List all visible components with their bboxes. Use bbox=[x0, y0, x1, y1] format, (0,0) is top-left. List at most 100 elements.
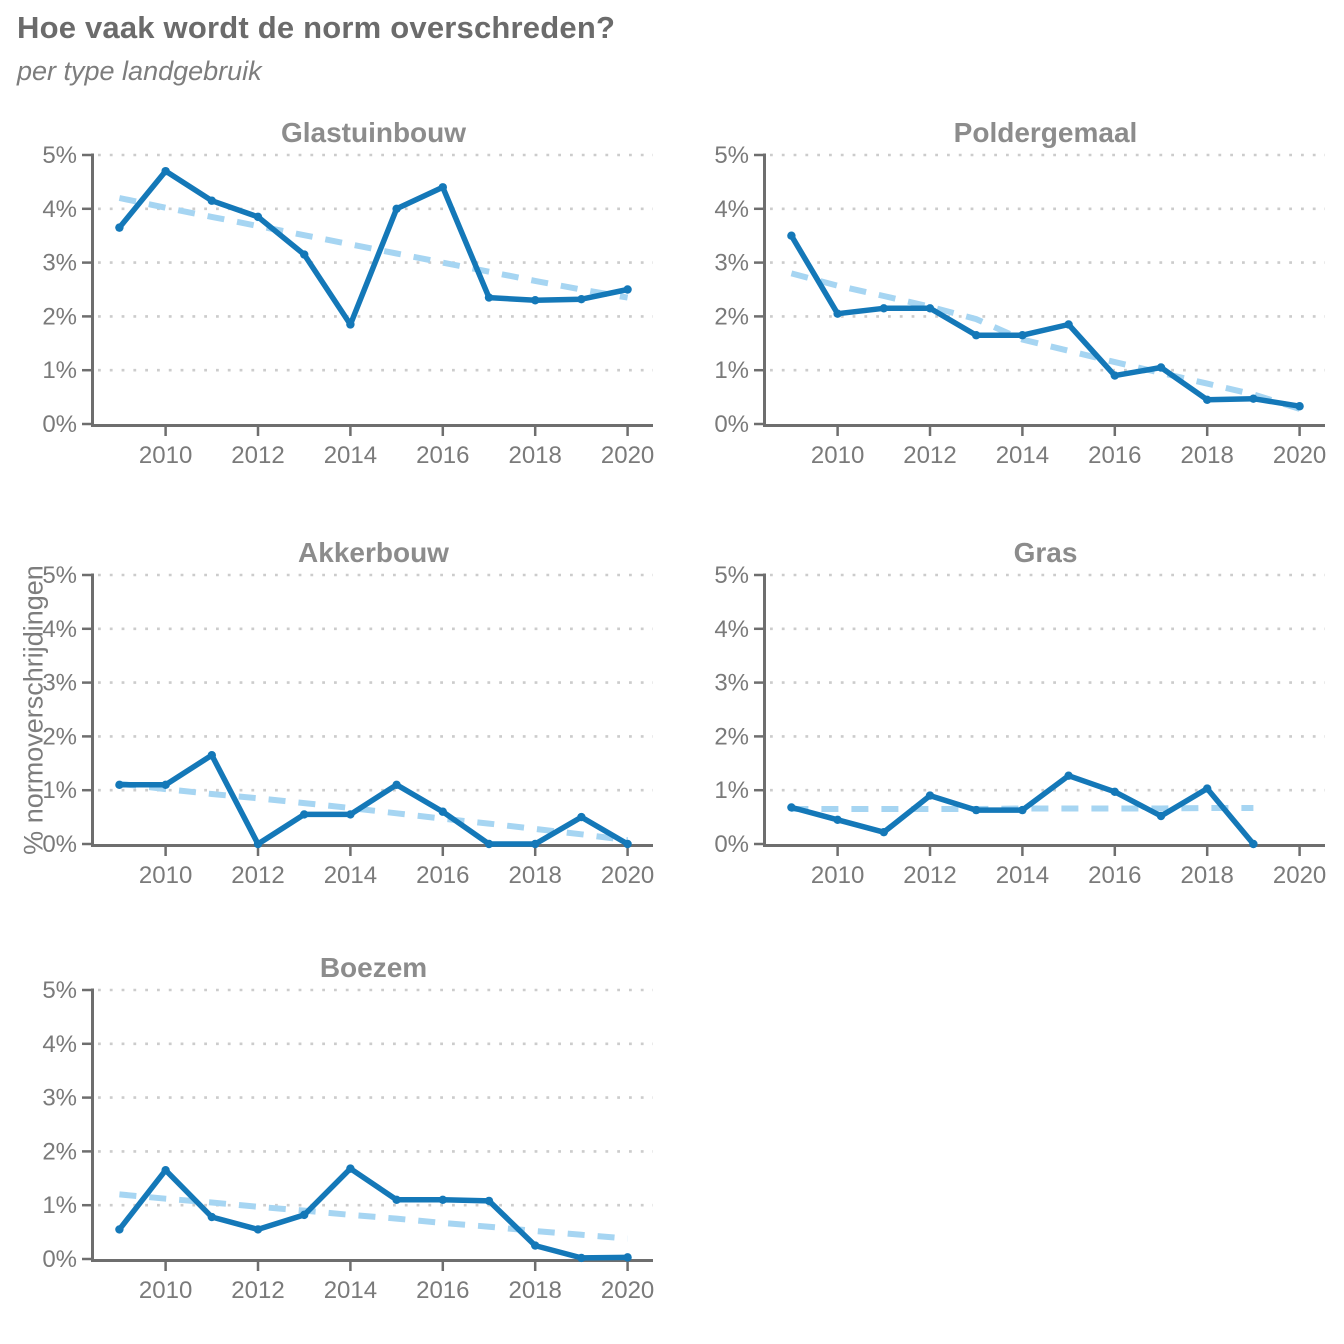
y-tick-label: 5% bbox=[42, 562, 77, 589]
panel-plot: 0% 1% 2% 3% 4% 5% 2010 2012 2014 2016 2018 2020 bbox=[42, 977, 654, 1304]
data-points bbox=[115, 751, 632, 849]
x-tick-label: 2018 bbox=[1180, 862, 1233, 889]
data-line bbox=[116, 752, 631, 847]
x-tick-label: 2018 bbox=[508, 862, 561, 889]
gridlines bbox=[98, 153, 653, 372]
y-tick-label: 3% bbox=[714, 670, 749, 697]
x-tick-label: 2018 bbox=[1180, 442, 1233, 469]
data-line bbox=[116, 168, 631, 328]
y-tick-label: 0% bbox=[42, 411, 77, 438]
x-tick-label: 2020 bbox=[1273, 862, 1326, 889]
panel-title: Gras bbox=[1013, 537, 1078, 568]
panel-plot: 0% 1% 2% 3% 4% 5% 2010 2012 2014 2016 2018 2020 bbox=[714, 142, 1326, 469]
panel-title: Akkerbouw bbox=[298, 537, 449, 568]
y-tick-label: 4% bbox=[42, 616, 77, 643]
x-tick-label: 2010 bbox=[811, 862, 864, 889]
trend-line bbox=[119, 780, 628, 844]
chart-panel-poldergemaal: Poldergemaal 0% 1% 2% 3% 4% 5% 2010 2012 2014 201… bbox=[672, 95, 1344, 495]
y-tick-label: 0% bbox=[42, 831, 77, 858]
panel-plot: 0% 1% 2% 3% 4% 5% 2010 2012 2014 2016 2018 2020 bbox=[42, 142, 654, 469]
chart-panel-glastuinbouw: Glastuinbouw 0% 1% 2% 3% 4% 5% 2010 2012 2014 201… bbox=[0, 95, 672, 495]
x-tick-label: 2016 bbox=[1088, 862, 1141, 889]
x-tick-label: 2012 bbox=[231, 862, 284, 889]
axes: 0% 1% 2% 3% 4% 5% 2010 2012 2014 2016 2018 2020 bbox=[42, 977, 654, 1304]
x-tick-label: 2012 bbox=[231, 442, 284, 469]
x-tick-label: 2014 bbox=[324, 1277, 377, 1304]
x-tick-label: 2010 bbox=[811, 442, 864, 469]
y-tick-label: 1% bbox=[714, 357, 749, 384]
y-tick-label: 2% bbox=[42, 1138, 77, 1165]
x-tick-label: 2016 bbox=[416, 442, 469, 469]
data-points bbox=[787, 771, 1258, 849]
x-tick-label: 2016 bbox=[416, 1277, 469, 1304]
data-points bbox=[115, 1164, 632, 1263]
panel-title: Glastuinbouw bbox=[280, 117, 467, 148]
x-tick-label: 2014 bbox=[324, 862, 377, 889]
chart-panel-akkerbouw: Akkerbouw 0% 1% 2% 3% 4% 5% 2010 2012 2014 2016 20… bbox=[0, 515, 672, 915]
y-tick-label: 3% bbox=[42, 670, 77, 697]
y-tick-label: 2% bbox=[42, 723, 77, 750]
data-line bbox=[116, 1165, 631, 1261]
axes: 0% 1% 2% 3% 4% 5% 2010 2012 2014 2016 2018 2020 bbox=[714, 142, 1326, 469]
x-tick-label: 2020 bbox=[601, 442, 654, 469]
y-tick-label: 3% bbox=[42, 1085, 77, 1112]
y-tick-label: 1% bbox=[42, 357, 77, 384]
x-tick-label: 2010 bbox=[139, 1277, 192, 1304]
y-tick-label: 3% bbox=[714, 250, 749, 277]
x-tick-label: 2020 bbox=[601, 1277, 654, 1304]
y-tick-label: 5% bbox=[42, 977, 77, 1004]
x-tick-label: 2012 bbox=[231, 1277, 284, 1304]
x-tick-label: 2010 bbox=[139, 442, 192, 469]
x-tick-label: 2014 bbox=[324, 442, 377, 469]
y-tick-label: 4% bbox=[714, 616, 749, 643]
axes: 0% 1% 2% 3% 4% 5% 2010 2012 2014 2016 2018 2020 bbox=[714, 562, 1326, 889]
figure-title: Hoe vaak wordt de norm overschreden? bbox=[17, 10, 616, 45]
x-tick-label: 2020 bbox=[601, 862, 654, 889]
x-tick-label: 2014 bbox=[996, 442, 1049, 469]
x-tick-label: 2016 bbox=[416, 862, 469, 889]
chart-panel-boezem: Boezem 0% 1% 2% 3% 4% 5% 2010 2012 2014 2016 2018 2… bbox=[0, 930, 672, 1330]
y-tick-label: 4% bbox=[42, 1031, 77, 1058]
panel-title: Poldergemaal bbox=[953, 117, 1138, 148]
figure-subtitle: per type landgebruik bbox=[17, 56, 262, 86]
y-tick-label: 1% bbox=[42, 1192, 77, 1219]
axes: 0% 1% 2% 3% 4% 5% 2010 2012 2014 2016 2018 2020 bbox=[42, 142, 654, 469]
y-tick-label: 4% bbox=[42, 196, 77, 223]
panel-plot: 0% 1% 2% 3% 4% 5% 2010 2012 2014 2016 2018 2020 bbox=[42, 562, 654, 889]
data-points bbox=[115, 166, 632, 329]
data-line bbox=[788, 232, 1303, 409]
panel-plot: 0% 1% 2% 3% 4% 5% 2010 2012 2014 2016 2018 2020 bbox=[714, 562, 1326, 889]
y-tick-label: 5% bbox=[714, 142, 749, 169]
chart-panel-gras: Gras 0% 1% 2% 3% 4% 5% 2010 2012 2014 2016 2018 202… bbox=[672, 515, 1344, 915]
panel-title: Boezem bbox=[319, 952, 428, 983]
gridlines bbox=[98, 988, 653, 1207]
y-tick-label: 0% bbox=[714, 831, 749, 858]
x-tick-label: 2016 bbox=[1088, 442, 1141, 469]
x-tick-label: 2010 bbox=[139, 862, 192, 889]
trend-line bbox=[118, 195, 629, 301]
y-tick-label: 2% bbox=[714, 303, 749, 330]
x-tick-label: 2012 bbox=[903, 442, 956, 469]
x-tick-label: 2014 bbox=[996, 862, 1049, 889]
trend-line bbox=[790, 270, 1301, 412]
trend-line bbox=[119, 1191, 628, 1242]
y-tick-label: 5% bbox=[42, 142, 77, 169]
y-tick-label: 2% bbox=[42, 303, 77, 330]
x-tick-label: 2018 bbox=[508, 442, 561, 469]
gridlines bbox=[98, 573, 653, 792]
y-tick-label: 4% bbox=[714, 196, 749, 223]
y-tick-label: 0% bbox=[42, 1246, 77, 1273]
x-tick-label: 2012 bbox=[903, 862, 956, 889]
y-tick-label: 2% bbox=[714, 723, 749, 750]
y-tick-label: 1% bbox=[42, 777, 77, 804]
x-tick-label: 2020 bbox=[1273, 442, 1326, 469]
y-tick-label: 3% bbox=[42, 250, 77, 277]
y-tick-label: 1% bbox=[714, 777, 749, 804]
gridlines bbox=[770, 573, 1325, 792]
y-tick-label: 5% bbox=[714, 562, 749, 589]
x-tick-label: 2018 bbox=[508, 1277, 561, 1304]
gridlines bbox=[770, 153, 1325, 372]
axes: 0% 1% 2% 3% 4% 5% 2010 2012 2014 2016 2018 2020 bbox=[42, 562, 654, 889]
data-points bbox=[787, 231, 1304, 411]
